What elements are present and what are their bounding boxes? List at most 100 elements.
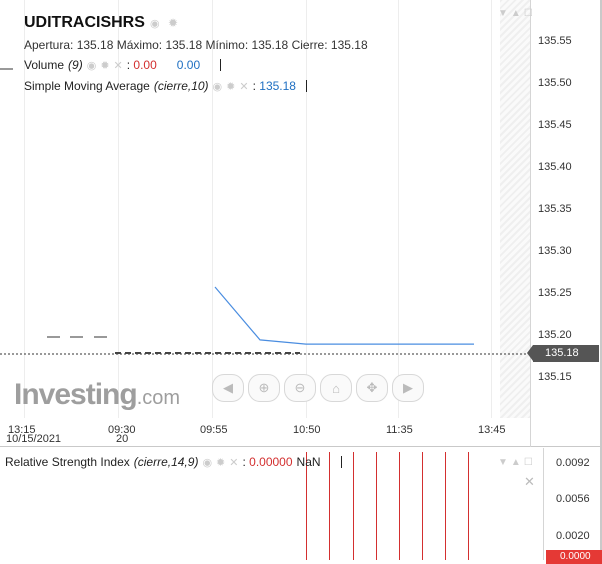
ohlc-row: Apertura: 135.18 Máximo: 135.18 Mínimo: …: [24, 38, 368, 52]
zoom-in-button[interactable]: ⊕: [248, 374, 280, 402]
x-axis-time: 09:30: [108, 424, 136, 436]
x-axis-time: 10:50: [293, 424, 321, 436]
y-axis-label: 135.30: [538, 245, 572, 257]
scroll-left-button[interactable]: ◀: [212, 374, 244, 402]
investing-logo: Investing.com: [14, 378, 181, 411]
eye-icon[interactable]: ◉: [212, 80, 223, 93]
future-area: [500, 0, 530, 418]
legend-icons: ◉ ✹ ✕: [213, 80, 249, 93]
close-label: Cierre:: [291, 38, 328, 52]
close-icon[interactable]: ✕: [524, 474, 535, 489]
rsi-y-label: 0.0056: [556, 493, 590, 505]
rsi-bar: [445, 452, 446, 560]
y-axis-label: 135.25: [538, 287, 572, 299]
eye-icon[interactable]: ◉: [202, 456, 213, 469]
low-value: 135.18: [251, 38, 289, 52]
x-axis-date: 10/15/2021: [6, 433, 62, 445]
panel-controls: ▼ ▲ ☐: [498, 8, 533, 19]
plot-area[interactable]: [0, 0, 530, 418]
close-icon[interactable]: ✕: [229, 456, 239, 469]
y-axis-label: 135.45: [538, 119, 572, 131]
symbol-title: UDITRACISHRS: [24, 14, 145, 31]
y-axis-label: 135.50: [538, 77, 572, 89]
y-axis-label: 135.35: [538, 203, 572, 215]
rsi-bar: [329, 452, 330, 560]
rsi-value: 0.00000: [249, 455, 293, 469]
grid-line: [212, 0, 213, 418]
zoom-out-button[interactable]: ⊖: [284, 374, 316, 402]
rsi-bar: [468, 452, 469, 560]
x-axis-time: 13:15: [8, 424, 36, 436]
chart-toolbar: ◀ ⊕ ⊖ ⌂ ✥ ▶: [212, 374, 424, 402]
high-value: 135.18: [165, 38, 203, 52]
rsi-bar: [306, 452, 307, 560]
y-axis-border: [530, 0, 531, 447]
volume-value: 0.00: [133, 58, 157, 72]
gear-icon[interactable]: ✹: [100, 59, 110, 72]
sma-line: [214, 286, 474, 345]
rsi-panel[interactable]: Relative Strength Index (cierre,14,9) ◉ …: [0, 448, 602, 564]
eye-icon[interactable]: ◉: [86, 59, 97, 72]
y-axis-label: 135.55: [538, 35, 572, 47]
grid-line: [491, 0, 492, 418]
cursor: [340, 456, 342, 468]
cursor: [220, 59, 222, 71]
chevron-down-icon[interactable]: ▼: [498, 457, 508, 468]
rsi-bar: [422, 452, 423, 560]
rsi-name: Relative Strength Index: [5, 455, 130, 469]
legend-icons: ◉ ✹ ✕: [202, 456, 238, 469]
bell-icon[interactable]: ▲: [510, 457, 521, 468]
x-axis-time: 13:45: [478, 424, 506, 436]
chevron-down-icon[interactable]: ▼: [498, 8, 508, 19]
maximize-icon[interactable]: ☐: [523, 457, 533, 468]
y-axis-label: 135.20: [538, 329, 572, 341]
rsi-current-tag: 0.0000: [546, 550, 602, 564]
price-chart-svg: [0, 68, 530, 355]
grid-line: [24, 0, 25, 418]
high-label: Máximo:: [116, 38, 163, 52]
rsi-legend[interactable]: Relative Strength Index (cierre,14,9) ◉ …: [5, 455, 342, 469]
rsi-y-label: 0.0092: [556, 457, 590, 469]
rsi-bar: [353, 452, 354, 560]
zoom-reset-button[interactable]: ⌂: [320, 374, 352, 402]
main-chart-panel[interactable]: UDITRACISHRS ◉ ✹ Apertura: 135.18 Máximo…: [0, 0, 602, 447]
volume-param: (9): [68, 58, 83, 72]
sma-value: 135.18: [259, 79, 296, 93]
grid-line: [306, 0, 307, 418]
rsi-y-label: 0.0020: [556, 530, 590, 542]
volume-name: Volume: [24, 58, 65, 72]
rsi-axis-border: [543, 448, 544, 560]
gear-icon[interactable]: ✹: [168, 16, 179, 30]
legend-icons: ◉ ✹ ✕: [87, 59, 123, 72]
bell-icon[interactable]: ▲: [510, 8, 521, 19]
open-label: Apertura:: [24, 38, 74, 52]
eye-icon[interactable]: ◉: [150, 18, 160, 30]
pan-button[interactable]: ✥: [356, 374, 388, 402]
x-axis-time: 11:35: [386, 424, 413, 436]
y-axis-label: 135.15: [538, 371, 572, 383]
right-border: [600, 0, 602, 560]
open-value: 135.18: [76, 38, 114, 52]
maximize-icon[interactable]: ☐: [523, 8, 533, 19]
volume-value-2: 0.00: [176, 58, 201, 72]
gear-icon[interactable]: ✹: [226, 80, 236, 93]
grid-line: [118, 0, 119, 418]
sma-param: (cierre,10): [153, 79, 209, 93]
sma-legend[interactable]: Simple Moving Average (cierre,10) ◉ ✹ ✕ …: [24, 79, 307, 93]
close-value: 135.18: [330, 38, 368, 52]
current-price-tag: 135.18: [527, 345, 599, 362]
close-icon[interactable]: ✕: [113, 59, 123, 72]
rsi-param: (cierre,14,9): [133, 455, 199, 469]
close-icon[interactable]: ✕: [239, 80, 249, 93]
rsi-panel-controls: ▼ ▲ ☐: [498, 457, 533, 468]
x-axis-time: 09:55: [200, 424, 228, 436]
x-axis-date: 20: [116, 433, 129, 445]
rsi-value-2: NaN: [296, 455, 321, 469]
gear-icon[interactable]: ✹: [216, 456, 226, 469]
scroll-right-button[interactable]: ▶: [392, 374, 424, 402]
grid-line: [398, 0, 399, 418]
y-axis-label: 135.40: [538, 161, 572, 173]
sma-name: Simple Moving Average: [24, 79, 150, 93]
volume-legend[interactable]: Volume (9) ◉ ✹ ✕ : 0.00 0.00: [24, 58, 222, 72]
low-label: Mínimo:: [205, 38, 249, 52]
